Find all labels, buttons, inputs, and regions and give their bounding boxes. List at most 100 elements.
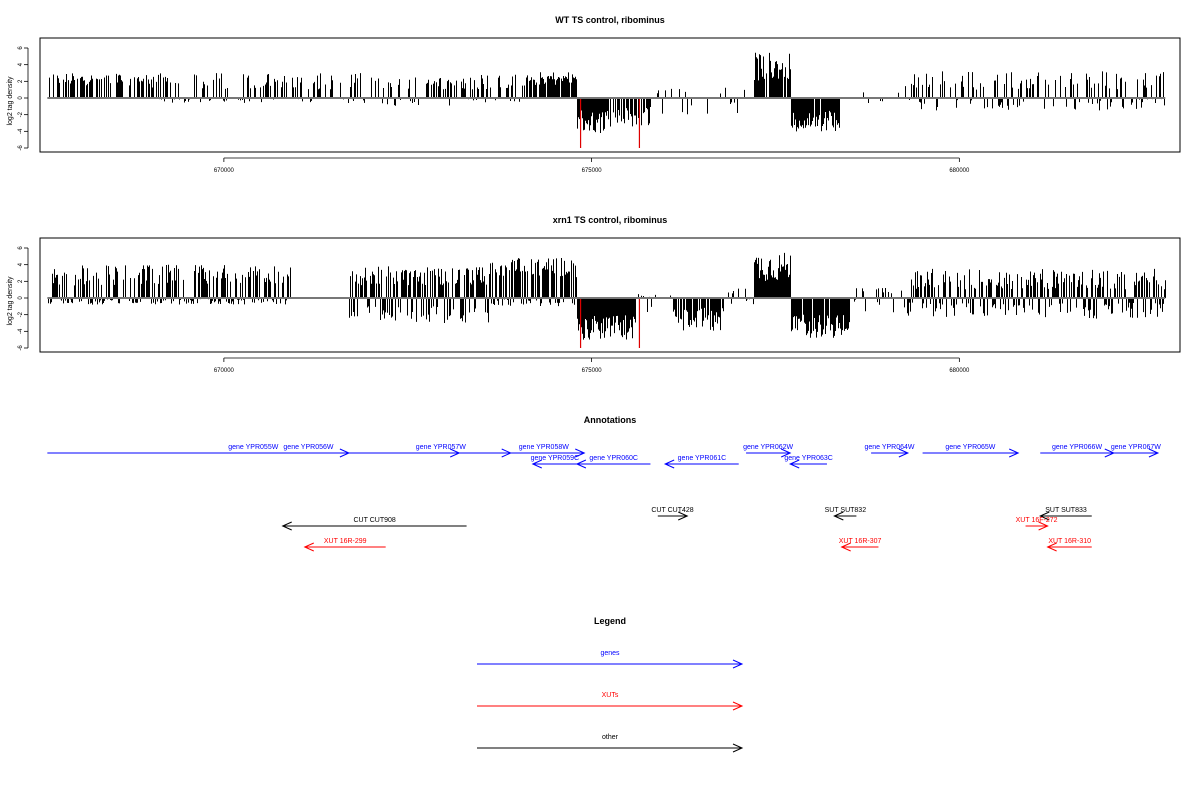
annotations-panel: Annotations gene YPR055W gene YPR056W gene…	[47, 415, 1161, 552]
feature-label: CUT CUT908	[354, 517, 396, 524]
feature: gene YPR060C	[575, 455, 651, 469]
legend-label: other	[602, 734, 619, 741]
y-tick-label: 0	[18, 296, 24, 300]
feature: CUT CUT428	[651, 507, 694, 521]
bar-layer-wt	[47, 52, 1166, 148]
feature: gene YPR067W	[1111, 444, 1161, 458]
feature-label: XUT 16R-307	[839, 538, 882, 545]
feature-label: gene YPR062W	[743, 444, 793, 451]
feature-label: gene YPR057W	[416, 444, 466, 451]
y-tick-label: -2	[18, 111, 24, 117]
feature-label: SUT SUT833	[1045, 507, 1087, 514]
feature-layer: gene YPR055W gene YPR056W gene YPR057W gene…	[47, 444, 1161, 552]
feature-label: XUT 16R-299	[324, 538, 367, 545]
legend: Legend genes XUTs other	[477, 616, 744, 753]
feature-arrowhead	[833, 511, 844, 521]
y-tick-label: -6	[18, 345, 24, 351]
feature: gene YPR057W	[370, 444, 512, 458]
feature-label: CUT CUT428	[651, 507, 693, 514]
legend-item: other	[477, 734, 744, 753]
feature: gene YPR061C	[663, 455, 739, 469]
legend-item: XUTs	[477, 692, 744, 711]
axes-wt: 6 4 2 0 -2 -4 -6 670000 675000 680000	[18, 46, 970, 174]
feature: gene YPR058W	[503, 444, 586, 458]
feature-label: XUT 16R-310	[1048, 538, 1091, 545]
feature-arrowhead	[898, 448, 910, 458]
legend-label: XUTs	[602, 692, 619, 699]
feature: SUT SUT832	[825, 507, 867, 521]
feature: XUT 16F-272	[1016, 517, 1058, 531]
feature-arrowhead	[339, 448, 351, 458]
legend-arrowhead	[732, 701, 744, 711]
y-tick-label: 2	[18, 79, 24, 83]
feature-arrowhead	[531, 459, 542, 469]
panel-xrn1: xrn1 TS control, ribominus log2 tag dens…	[7, 215, 1181, 374]
y-tick-label: -6	[18, 145, 24, 151]
feature-arrowhead	[1038, 521, 1049, 531]
y-tick-label: 4	[18, 262, 24, 266]
feature-label: gene YPR055W	[228, 444, 278, 451]
feature: gene YPR066W	[1040, 444, 1116, 458]
y-tick-label: 6	[18, 246, 24, 250]
feature-arrowhead	[281, 521, 292, 531]
x-tick-label: 675000	[582, 168, 603, 174]
panel-title-xrn1: xrn1 TS control, ribominus	[553, 215, 668, 225]
feature: gene YPR065W	[922, 444, 1020, 458]
feature-label: gene YPR064W	[864, 444, 914, 451]
feature-label: gene YPR067W	[1111, 444, 1161, 451]
y-tick-label: 2	[18, 279, 24, 283]
feature: gene YPR062W	[743, 444, 794, 458]
feature-label: gene YPR065W	[945, 444, 995, 451]
legend-arrowhead	[732, 659, 744, 669]
y-axis-label-wt: log2 tag density	[7, 76, 14, 126]
feature-arrowhead	[663, 459, 675, 469]
feature-arrowhead	[840, 542, 851, 552]
feature-label: gene YPR060C	[589, 455, 638, 462]
legend-title: Legend	[594, 616, 626, 626]
feature: XUT 16R-310	[1046, 538, 1092, 552]
legend-arrowhead	[732, 743, 744, 753]
feature-arrowhead	[1148, 448, 1160, 458]
feature-arrowhead	[575, 459, 587, 469]
feature-label: gene YPR059C	[531, 455, 580, 462]
feature-arrowhead	[575, 448, 586, 458]
feature-label: SUT SUT832	[825, 507, 867, 514]
feature-arrowhead	[780, 448, 792, 458]
y-tick-label: -4	[18, 328, 24, 334]
legend-item: genes	[477, 650, 744, 669]
y-tick-label: 0	[18, 96, 24, 100]
feature: CUT CUT908	[281, 517, 467, 531]
y-tick-label: -2	[18, 311, 24, 317]
panel-wt: WT TS control, ribominus log2 tag densit…	[7, 15, 1181, 174]
x-tick-label: 675000	[582, 368, 603, 374]
x-tick-label: 680000	[949, 368, 970, 374]
plot-frame-wt	[39, 37, 1181, 153]
y-tick-label: -4	[18, 128, 24, 134]
feature-label: gene YPR066W	[1052, 444, 1102, 451]
feature-label: gene YPR061C	[678, 455, 727, 462]
feature-arrowhead	[788, 459, 800, 469]
axes-xrn1: 6 4 2 0 -2 -4 -6 670000 675000 680000	[18, 246, 970, 374]
feature-label: gene YPR058W	[519, 444, 569, 451]
y-tick-label: 6	[18, 46, 24, 50]
annotations-title: Annotations	[584, 415, 637, 425]
panel-title-wt: WT TS control, ribominus	[555, 15, 665, 25]
legend-label: genes	[600, 650, 620, 657]
feature-label: XUT 16F-272	[1016, 517, 1058, 524]
feature: gene YPR056W	[268, 444, 351, 458]
legend-items: genes XUTs other	[477, 650, 744, 753]
feature: gene YPR063C	[784, 455, 833, 469]
x-tick-label: 680000	[949, 168, 970, 174]
feature-arrowhead	[678, 511, 689, 521]
feature: XUT 16R-307	[839, 538, 882, 552]
feature: SUT SUT833	[1039, 507, 1092, 521]
feature: gene YPR059C	[531, 455, 580, 469]
feature-arrowhead	[303, 542, 314, 552]
feature: gene YPR055W	[47, 444, 461, 458]
y-tick-label: 4	[18, 62, 24, 66]
feature-label: gene YPR063C	[784, 455, 833, 462]
feature-arrowhead	[1008, 448, 1020, 458]
bar-layer-xrn1	[47, 252, 1166, 348]
